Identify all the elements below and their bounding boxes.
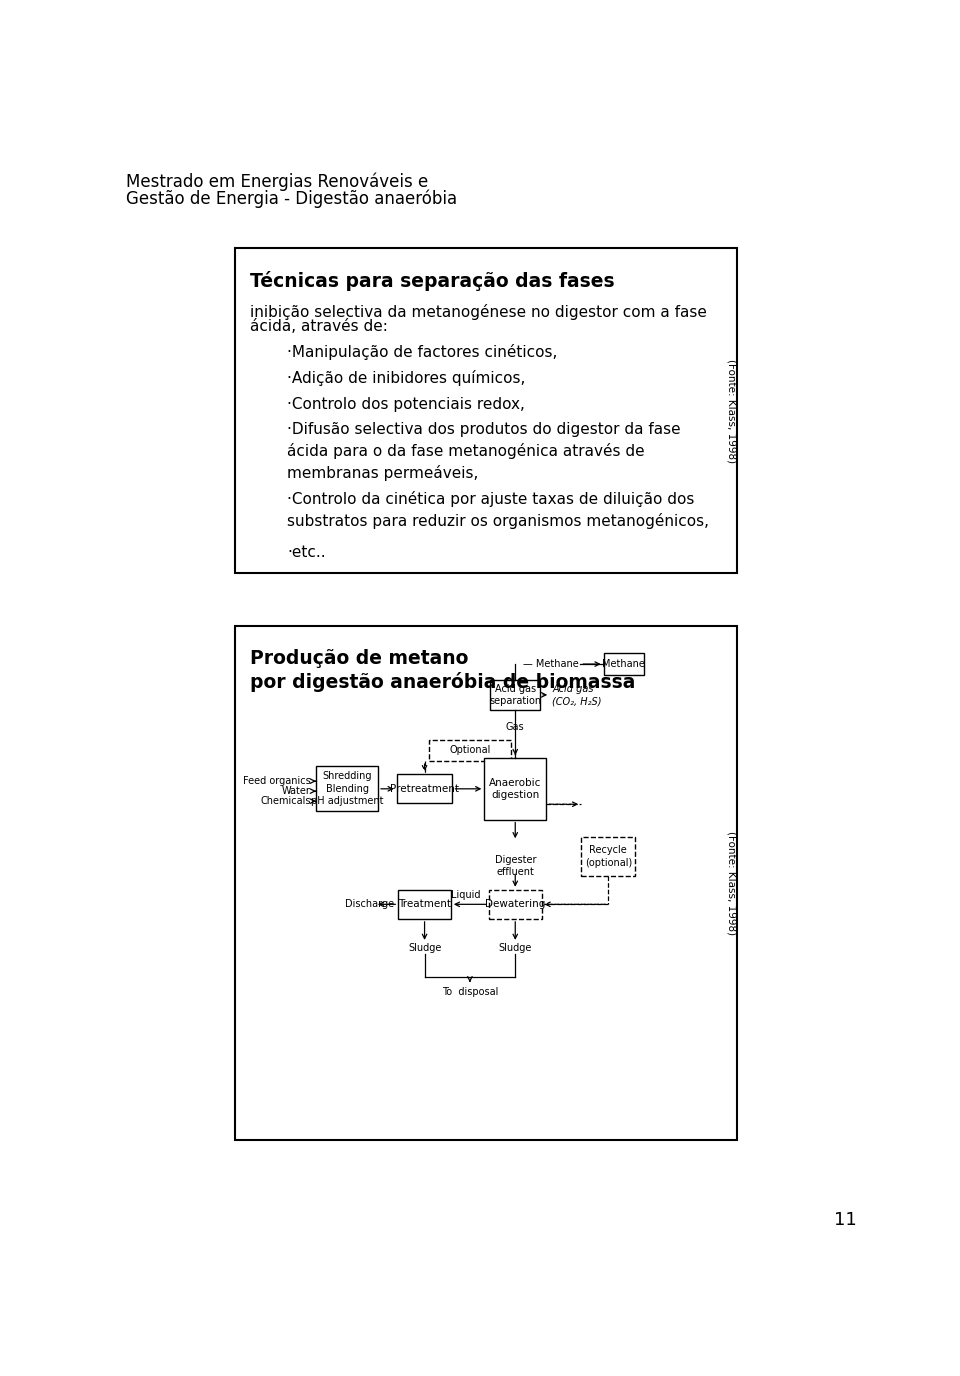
Text: To  disposal: To disposal bbox=[442, 987, 498, 996]
Text: Gestão de Energia - Digestão anaeróbia: Gestão de Energia - Digestão anaeróbia bbox=[126, 190, 457, 208]
Bar bbox=[489, 890, 541, 919]
Text: inibição selectiva da metanogénese no digestor com a fase: inibição selectiva da metanogénese no di… bbox=[251, 304, 708, 319]
Text: ·etc..: ·etc.. bbox=[287, 545, 326, 560]
Text: Dewatering: Dewatering bbox=[485, 900, 545, 910]
Text: Discharge: Discharge bbox=[346, 900, 395, 910]
Text: Liquid: Liquid bbox=[451, 890, 481, 900]
Text: ·Difusão selectiva dos produtos do digestor da fase
ácida para o da fase metanog: ·Difusão selectiva dos produtos do diges… bbox=[287, 422, 681, 482]
Text: Anaerobic
digestion: Anaerobic digestion bbox=[489, 777, 541, 799]
Text: Treatment: Treatment bbox=[398, 900, 451, 910]
Text: Gas: Gas bbox=[506, 722, 524, 732]
Text: Recycle
(optional): Recycle (optional) bbox=[585, 845, 632, 868]
Text: Técnicas para separação das fases: Técnicas para separação das fases bbox=[251, 271, 614, 292]
Text: 11: 11 bbox=[833, 1211, 856, 1229]
Bar bbox=[581, 838, 636, 877]
Text: Methane: Methane bbox=[602, 659, 645, 669]
Text: Feed organics: Feed organics bbox=[243, 776, 311, 786]
Text: (Fonte: Klass, 1998): (Fonte: Klass, 1998) bbox=[727, 831, 736, 934]
Text: Pretreatment: Pretreatment bbox=[390, 784, 459, 794]
Text: Mestrado em Energias Renováveis e: Mestrado em Energias Renováveis e bbox=[126, 173, 428, 191]
Text: Water: Water bbox=[282, 786, 311, 797]
Text: Sludge: Sludge bbox=[498, 943, 532, 952]
Bar bbox=[234, 626, 737, 1139]
Text: Acid gas
separation: Acid gas separation bbox=[490, 684, 541, 706]
Bar bbox=[490, 680, 540, 710]
Bar bbox=[429, 739, 511, 761]
Text: ·Controlo dos potenciais redox,: ·Controlo dos potenciais redox, bbox=[287, 396, 525, 411]
Bar bbox=[316, 766, 378, 810]
Text: ·Manipulação de factores cinéticos,: ·Manipulação de factores cinéticos, bbox=[287, 344, 558, 359]
Text: Produção de metano: Produção de metano bbox=[251, 648, 468, 667]
Text: Digester
effluent: Digester effluent bbox=[494, 854, 536, 878]
Bar bbox=[396, 775, 452, 804]
Bar bbox=[398, 890, 451, 919]
Text: Optional: Optional bbox=[449, 746, 491, 755]
Text: Acid gas
(CO₂, H₂S): Acid gas (CO₂, H₂S) bbox=[552, 684, 602, 706]
Bar bbox=[604, 654, 644, 674]
Text: por digestão anaeróbia de biomassa: por digestão anaeróbia de biomassa bbox=[251, 671, 636, 692]
Bar bbox=[484, 758, 546, 820]
Text: ·Controlo da cinética por ajuste taxas de diluição dos
substratos para reduzir o: ·Controlo da cinética por ajuste taxas d… bbox=[287, 491, 709, 528]
Text: (Fonte: Klass, 1998): (Fonte: Klass, 1998) bbox=[727, 359, 736, 462]
Text: ácida, através de:: ácida, através de: bbox=[251, 319, 388, 334]
Text: Chemicals: Chemicals bbox=[260, 797, 311, 806]
Text: ·Adição de inibidores químicos,: ·Adição de inibidores químicos, bbox=[287, 370, 526, 385]
Bar bbox=[234, 248, 737, 574]
Text: — Methane: — Methane bbox=[523, 659, 579, 669]
Text: Shredding
Blending
pH adjustment: Shredding Blending pH adjustment bbox=[311, 772, 383, 806]
Text: Sludge: Sludge bbox=[408, 943, 442, 952]
